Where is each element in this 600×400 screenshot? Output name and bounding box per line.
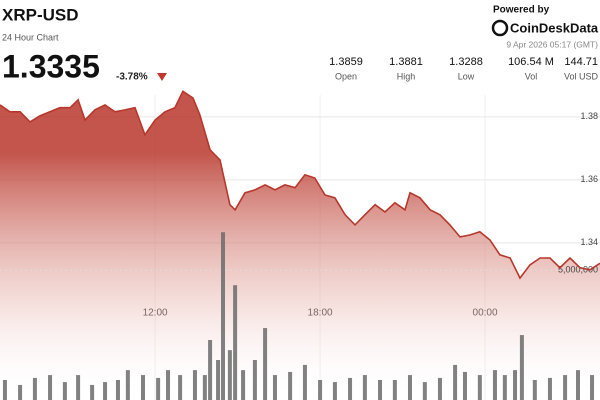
volume-bar	[156, 377, 161, 400]
volume-tick-label: 5,000,000	[558, 265, 598, 275]
volume-bar	[288, 371, 293, 400]
down-arrow	[157, 73, 167, 81]
volume-bar	[263, 328, 268, 400]
volume-bar	[2, 380, 7, 400]
volume-bar	[208, 340, 213, 400]
title: XRP-USD	[2, 5, 79, 24]
stat-label: Vol	[525, 71, 538, 81]
volume-bar	[492, 370, 497, 400]
volume-bar	[90, 384, 95, 400]
stat-value: 1.3881	[389, 56, 423, 68]
change: -3.78%	[116, 72, 148, 83]
volume-bar	[362, 375, 367, 400]
volume-bar	[302, 364, 307, 400]
volume-bar	[252, 360, 257, 400]
volume-bar	[32, 377, 37, 400]
volume-bar	[437, 377, 442, 400]
volume-bar	[202, 375, 207, 400]
volume-bar	[477, 375, 482, 400]
volume-bar	[348, 377, 353, 400]
header: XRP-USD 24 Hour Chart 1.3335 -3.78% Powe…	[2, 5, 599, 85]
volume-bar	[216, 360, 221, 400]
stat-value: 1.3859	[329, 56, 363, 68]
volume-bar	[563, 375, 568, 400]
stat-label: Vol USD	[564, 71, 599, 81]
volume-bar	[590, 375, 595, 400]
timestamp: 9 Apr 2026 05:17 (GMT)	[506, 39, 598, 49]
volume-bar	[422, 382, 427, 400]
volume-bar	[241, 370, 246, 400]
volume-bar	[140, 375, 145, 400]
y-tick-label: 1.36	[580, 174, 598, 184]
stat-value: 144.71	[564, 56, 598, 68]
volume-bar	[76, 375, 81, 400]
volume-bar	[513, 370, 518, 400]
volume-bar	[18, 384, 23, 400]
volume-bar	[392, 380, 397, 400]
stat-label: High	[397, 71, 416, 81]
volume-bar	[48, 375, 53, 400]
brand-logo	[491, 19, 509, 37]
price-area	[0, 91, 600, 400]
volume-bar	[221, 232, 226, 400]
volume-bar	[462, 371, 467, 400]
volume-bar	[519, 335, 524, 400]
volume-bar	[532, 380, 537, 400]
volume-bar	[192, 370, 197, 400]
volume-bar	[378, 380, 383, 400]
plot: 1.341.361.3812:0018:0000:005,000,000	[0, 90, 600, 400]
powered-by: Powered by	[493, 5, 550, 16]
stat-value: 106.54 M	[508, 56, 554, 68]
subtitle: 24 Hour Chart	[2, 32, 59, 42]
brand: CoinDeskData	[510, 20, 599, 35]
stat-value: 1.3288	[449, 56, 483, 68]
price-line	[0, 90, 600, 280]
volume-bar	[502, 375, 507, 400]
stat-label: Low	[458, 71, 475, 81]
volume-bar	[227, 350, 232, 400]
volume-bar	[233, 285, 238, 400]
volume-bar	[62, 382, 67, 400]
y-tick-label: 1.38	[580, 111, 598, 121]
volume-bar	[407, 375, 412, 400]
volume-bar	[178, 375, 183, 400]
volume-bar	[115, 380, 120, 400]
stat-label: Open	[335, 71, 357, 81]
volume-bar	[547, 377, 552, 400]
y-tick-label: 1.34	[580, 237, 598, 247]
volume-bar	[318, 380, 323, 400]
volume-bar	[103, 382, 108, 400]
volume-bar	[332, 382, 337, 400]
volume-bar	[272, 375, 277, 400]
volume-bar	[166, 370, 171, 400]
price: 1.3335	[2, 48, 100, 84]
volume-bar	[453, 364, 458, 400]
volume-bar	[125, 370, 130, 400]
volume-bar	[576, 370, 581, 400]
